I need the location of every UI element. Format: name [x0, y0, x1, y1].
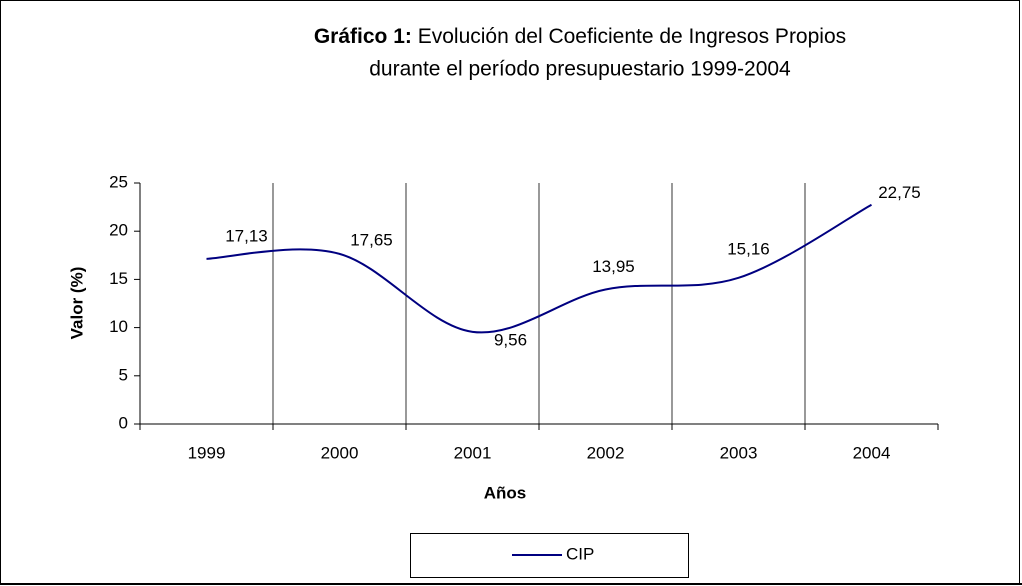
data-label: 17,65 — [350, 230, 393, 249]
title-text: Evolución del Coeficiente de Ingresos Pr… — [418, 25, 846, 48]
data-label: 17,13 — [225, 226, 268, 245]
y-tick-label: 5 — [119, 365, 128, 384]
data-label: 22,75 — [878, 183, 921, 202]
x-axis-label: Años — [484, 483, 527, 502]
chart-title: Gráfico 1: Evolución del Coeficiente de … — [314, 25, 846, 48]
x-tick-label: 1999 — [188, 443, 226, 462]
x-tick-label: 2003 — [720, 443, 758, 462]
y-tick-label: 25 — [109, 172, 128, 191]
chart-subtitle: durante el período presupuestario 1999-2… — [369, 58, 791, 81]
y-tick-label: 10 — [109, 317, 128, 336]
x-tick-label: 2000 — [321, 443, 359, 462]
y-tick-label: 15 — [109, 269, 128, 288]
x-tick-label: 2001 — [454, 443, 492, 462]
data-label: 9,56 — [494, 330, 527, 349]
y-axis-label: Valor (%) — [67, 267, 86, 340]
y-tick-label: 20 — [109, 221, 128, 240]
x-tick-label: 2002 — [587, 443, 625, 462]
legend-label: CIP — [566, 544, 594, 563]
data-label: 13,95 — [592, 257, 635, 276]
line-series — [206, 203, 872, 334]
x-tick-label: 2004 — [853, 443, 891, 462]
data-label: 15,16 — [727, 239, 770, 258]
y-tick-label: 0 — [119, 413, 128, 432]
title-prefix: Gráfico 1: — [314, 25, 412, 48]
